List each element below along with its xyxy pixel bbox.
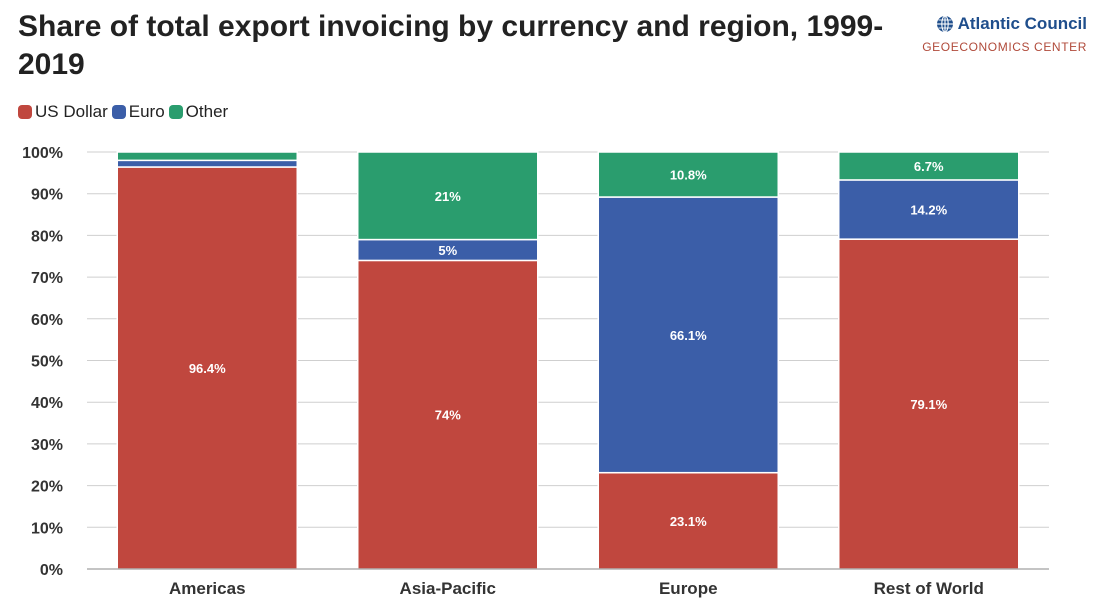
bar-segment [597, 471, 779, 570]
brand-subtitle: GEOECONOMICS CENTER [922, 40, 1087, 54]
bar-segment [116, 159, 298, 168]
chart-legend: US Dollar Euro Other [18, 102, 228, 122]
legend-item-euro: Euro [111, 102, 165, 122]
legend-swatch [168, 105, 183, 119]
y-tick-label: 50% [31, 354, 63, 371]
bar-segment [116, 166, 298, 570]
legend-label: US Dollar [35, 102, 108, 121]
legend-item-us-dollar: US Dollar [18, 102, 108, 122]
y-tick-label: 30% [31, 437, 63, 454]
legend-item-other: Other [168, 102, 229, 122]
chart-title: Share of total export invoicing by curre… [18, 10, 884, 81]
y-tick-label: 100% [22, 145, 63, 162]
legend-label: Euro [128, 102, 165, 121]
y-tick-label: 80% [31, 228, 63, 245]
data-label: 10.8% [670, 168, 707, 183]
data-label: 5% [438, 243, 457, 258]
y-tick-label: 70% [31, 270, 63, 287]
bar-segment [357, 151, 539, 241]
bar-segment [357, 259, 539, 570]
y-tick-label: 20% [31, 479, 63, 496]
legend-swatch [111, 105, 126, 119]
globe-icon [936, 15, 953, 33]
y-tick-label: 60% [31, 312, 63, 329]
data-label: 96.4% [189, 361, 226, 376]
x-tick-label: Europe [659, 579, 718, 598]
data-label: 21% [435, 189, 461, 204]
x-tick-label: Americas [169, 579, 246, 598]
x-tick-label: Rest of World [874, 579, 984, 598]
data-label: 79.1% [910, 397, 947, 412]
y-tick-label: 0% [40, 562, 63, 579]
data-label: 74% [435, 408, 461, 423]
y-tick-label: 10% [31, 520, 63, 537]
data-label: 14.2% [910, 203, 947, 218]
bar-segment [597, 151, 779, 198]
legend-label: Other [185, 102, 229, 121]
data-label: 66.1% [670, 328, 707, 343]
brand-name: Atlantic Council [957, 14, 1087, 33]
data-label: 23.1% [670, 514, 707, 529]
data-label: 6.7% [914, 159, 944, 174]
bar-segment [838, 151, 1020, 181]
bar-segment [597, 196, 779, 474]
bar-segment [116, 151, 298, 162]
x-tick-label: Asia-Pacific [400, 579, 496, 598]
y-tick-label: 90% [31, 187, 63, 204]
brand-logo: Atlantic Council GEOECONOMICS CENTER [922, 14, 1087, 54]
y-tick-label: 40% [31, 395, 63, 412]
legend-swatch [18, 105, 32, 119]
